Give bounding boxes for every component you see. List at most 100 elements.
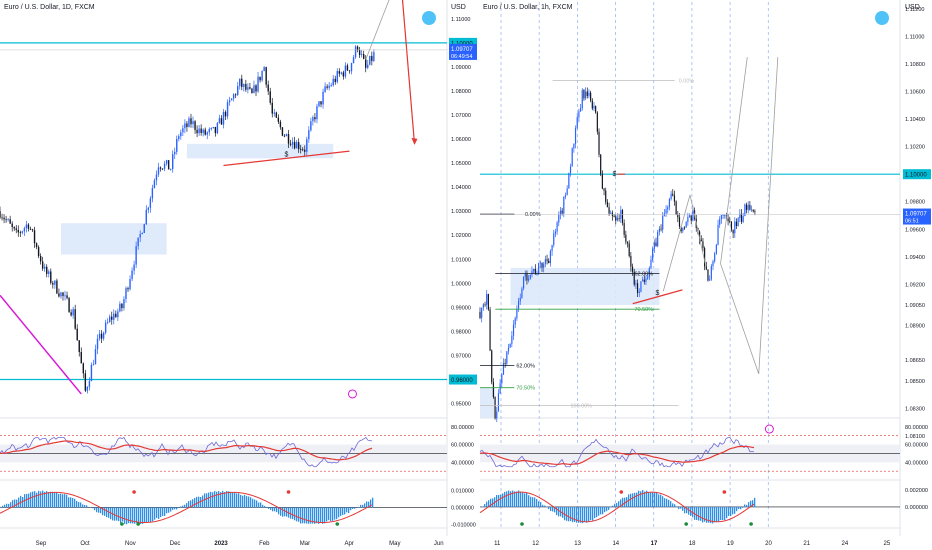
daily-candle xyxy=(165,160,168,164)
hourly-time-tick: 14 xyxy=(612,541,619,547)
daily-macd-histogram-bar xyxy=(74,498,76,508)
hourly-macd-histogram-bar xyxy=(716,506,718,522)
hourly-macd-histogram-bar xyxy=(484,504,486,507)
daily-macd-buy-dot xyxy=(120,522,124,526)
daily-macd-histogram-bar xyxy=(166,507,168,514)
daily-macd-histogram-bar xyxy=(236,493,238,508)
hourly-candle xyxy=(692,210,694,221)
hourly-macd-histogram-bar xyxy=(570,506,572,522)
daily-macd-histogram-bar xyxy=(196,496,198,508)
hourly-macd-histogram-bar xyxy=(586,506,588,523)
daily-macd-histogram-bar xyxy=(214,491,216,508)
daily-macd-histogram-bar xyxy=(362,504,364,508)
daily-macd-histogram-bar xyxy=(238,493,240,508)
daily-price-tick: 1.03000 xyxy=(451,209,471,215)
daily-candle xyxy=(46,266,48,274)
daily-price-tick: 1.07000 xyxy=(451,113,471,119)
hourly-whale-logo xyxy=(875,11,889,25)
daily-macd-histogram-bar xyxy=(202,495,204,508)
daily-macd-histogram-bar xyxy=(338,507,340,518)
hourly-macd-histogram-bar xyxy=(726,506,728,519)
daily-candle xyxy=(100,333,103,339)
daily-macd-histogram-bar xyxy=(284,507,286,517)
hourly-candle xyxy=(643,279,645,282)
hourly-macd-histogram-bar xyxy=(678,506,680,510)
hourly-macd-histogram-bar xyxy=(634,492,636,507)
hourly-macd-histogram-bar xyxy=(498,494,500,507)
hourly-macd-histogram-bar xyxy=(672,503,674,507)
hourly-countdown-label: 06:51 xyxy=(905,219,919,225)
hourly-macd-histogram-bar xyxy=(670,501,672,507)
daily-macd-histogram-bar xyxy=(294,507,296,521)
hourly-candle xyxy=(479,311,481,318)
daily-macd-tick: 0.010000 xyxy=(451,488,474,494)
daily-rsi-tick: 80.00000 xyxy=(451,425,474,431)
hourly-macd-histogram-bar xyxy=(646,490,648,507)
hourly-candle xyxy=(640,281,642,292)
daily-candle xyxy=(11,223,13,227)
hourly-macd-histogram-bar xyxy=(754,497,756,507)
hourly-candle xyxy=(590,92,592,101)
hourly-candle xyxy=(563,196,565,214)
daily-candle xyxy=(64,295,66,297)
daily-macd-histogram-bar xyxy=(258,502,260,508)
daily-macd-histogram-bar xyxy=(150,507,152,523)
hourly-candle xyxy=(554,231,557,234)
daily-candle xyxy=(302,149,304,151)
daily-level-tag xyxy=(449,37,477,48)
hourly-candle xyxy=(511,335,513,344)
hourly-level-tag xyxy=(903,169,931,180)
daily-macd-histogram-bar xyxy=(302,507,304,524)
daily-candle xyxy=(27,224,30,229)
daily-macd-histogram-bar xyxy=(134,507,136,524)
hourly-macd-tick: 0.000000 xyxy=(905,505,928,511)
daily-candle xyxy=(224,111,227,117)
daily-macd-histogram-bar xyxy=(370,499,372,508)
hourly-price-tick: 1.10600 xyxy=(905,90,925,96)
hourly-candle xyxy=(678,217,681,227)
hourly-rsi-tick: 60.00000 xyxy=(905,443,928,449)
daily-price-tick: 1.05000 xyxy=(451,161,471,167)
daily-macd-histogram-bar xyxy=(84,505,86,508)
daily-candle xyxy=(334,78,336,83)
daily-candle xyxy=(74,309,76,329)
hourly-candle xyxy=(635,283,637,285)
hourly-macd-histogram-bar xyxy=(668,499,670,507)
daily-candle xyxy=(338,71,341,74)
daily-macd-histogram-bar xyxy=(262,504,264,508)
hourly-macd-histogram-bar xyxy=(648,492,650,507)
hourly-candle xyxy=(641,279,644,282)
hourly-candle xyxy=(633,271,635,285)
daily-macd-histogram-bar xyxy=(296,507,298,522)
daily-macd-histogram-bar xyxy=(146,507,148,523)
daily-macd-histogram-bar xyxy=(280,507,282,516)
daily-candle xyxy=(293,141,296,149)
hourly-macd-histogram-bar xyxy=(722,506,724,521)
daily-candle xyxy=(182,128,184,133)
daily-macd-histogram-bar xyxy=(250,497,252,508)
hourly-candle xyxy=(576,117,578,129)
daily-candle xyxy=(369,55,371,65)
daily-candle xyxy=(206,132,208,135)
hourly-macd-histogram-bar xyxy=(602,506,604,515)
daily-candle xyxy=(25,224,28,229)
daily-candle xyxy=(287,134,290,144)
daily-candle xyxy=(149,198,152,208)
daily-candle xyxy=(7,219,9,221)
hourly-macd-histogram-bar xyxy=(656,492,658,507)
daily-macd-histogram-bar xyxy=(2,505,4,508)
daily-macd-histogram-bar xyxy=(300,507,302,524)
daily-macd-histogram-bar xyxy=(270,507,272,511)
daily-candle xyxy=(267,84,269,92)
daily-macd-histogram-bar xyxy=(252,498,254,508)
daily-price-tick: 1.02000 xyxy=(451,233,471,239)
daily-macd-histogram-bar xyxy=(316,507,318,524)
daily-candle xyxy=(102,332,105,339)
hourly-macd-histogram-bar xyxy=(486,501,488,507)
hourly-time-tick: 13 xyxy=(574,541,581,547)
daily-macd-histogram-bar xyxy=(126,507,128,525)
hourly-candle xyxy=(514,318,516,325)
hourly-macd-buy-dot xyxy=(684,522,688,526)
daily-macd-histogram-bar xyxy=(60,493,62,508)
daily-candle xyxy=(86,386,89,391)
